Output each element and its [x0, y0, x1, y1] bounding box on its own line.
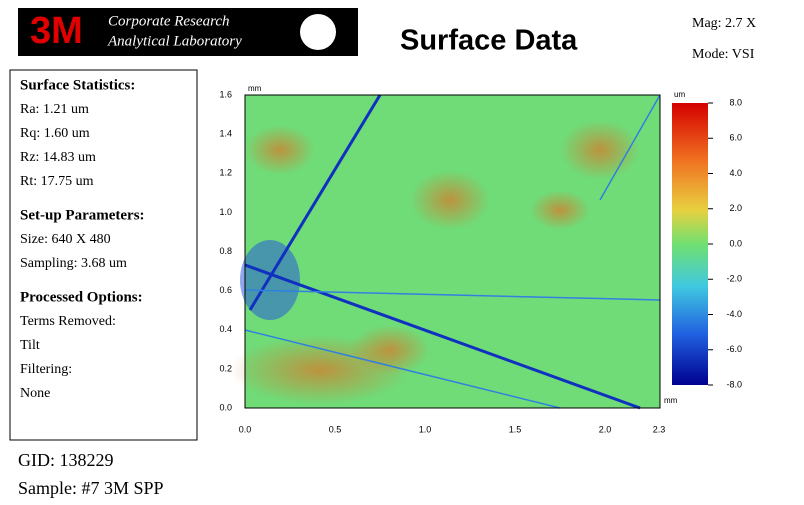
x-unit: mm [664, 396, 678, 405]
section-item: Terms Removed: [20, 314, 116, 329]
y-tick-label: 1.4 [219, 129, 232, 139]
x-tick-label: 1.5 [509, 424, 522, 434]
lab-line: Corporate Research [108, 13, 230, 29]
x-tick-label: 1.0 [419, 424, 432, 434]
y-unit: mm [248, 84, 262, 93]
section-heading: Set-up Parameters: [20, 207, 145, 223]
colorbar-tick-label: 8.0 [729, 97, 742, 107]
x-tick-label: 0.0 [239, 424, 252, 434]
section-item: None [20, 386, 50, 401]
gid: GID: 138229 [18, 450, 114, 470]
colorbar-tick-label: -4.0 [726, 309, 742, 319]
y-tick-label: 1.6 [219, 89, 232, 99]
sample: Sample: #7 3M SPP [18, 478, 164, 498]
section-item: Sampling: 3.68 um [20, 256, 127, 271]
section-item: Size: 640 X 480 [20, 232, 111, 247]
section-heading: Processed Options: [20, 289, 143, 305]
heatmap [230, 94, 661, 410]
section-item: Rt: 17.75 um [20, 174, 94, 189]
section-item: Ra: 1.21 um [20, 102, 89, 117]
x-tick-label: 2.0 [599, 424, 612, 434]
y-tick-label: 0.8 [219, 246, 232, 256]
colorbar-tick-label: -6.0 [726, 344, 742, 354]
mag: Mag: 2.7 X [692, 16, 756, 31]
colorbar [672, 103, 708, 385]
section-item: Filtering: [20, 362, 72, 377]
colorbar-tick-label: 6.0 [729, 133, 742, 143]
section-item: Rq: 1.60 um [20, 126, 90, 141]
colorbar-tick-label: 4.0 [729, 168, 742, 178]
x-tick-label: 2.3 [653, 424, 666, 434]
mode: Mode: VSI [692, 47, 755, 62]
section-heading: Surface Statistics: [20, 77, 135, 93]
y-tick-label: 1.0 [219, 207, 232, 217]
logo: 3M [30, 10, 83, 52]
section-item: Rz: 14.83 um [20, 150, 96, 165]
colorbar-tick-label: -2.0 [726, 274, 742, 284]
y-tick-label: 0.4 [219, 324, 232, 334]
y-tick-label: 0.2 [219, 363, 232, 373]
x-tick-label: 0.5 [329, 424, 342, 434]
title: Surface Data [400, 25, 578, 57]
y-tick-label: 1.2 [219, 168, 232, 178]
y-tick-label: 0.6 [219, 285, 232, 295]
lab-line: Analytical Laboratory [107, 33, 242, 49]
globe-icon [300, 14, 336, 50]
colorbar-tick-label: 0.0 [729, 238, 742, 248]
stats-box [9, 69, 198, 441]
section-item: Tilt [20, 338, 40, 353]
y-tick-label: 0.0 [219, 402, 232, 412]
colorbar-tick-label: 2.0 [729, 203, 742, 213]
plot-frame [244, 94, 661, 409]
colorbar-tick-label: -8.0 [726, 379, 742, 389]
colorbar-unit: um [674, 90, 685, 99]
